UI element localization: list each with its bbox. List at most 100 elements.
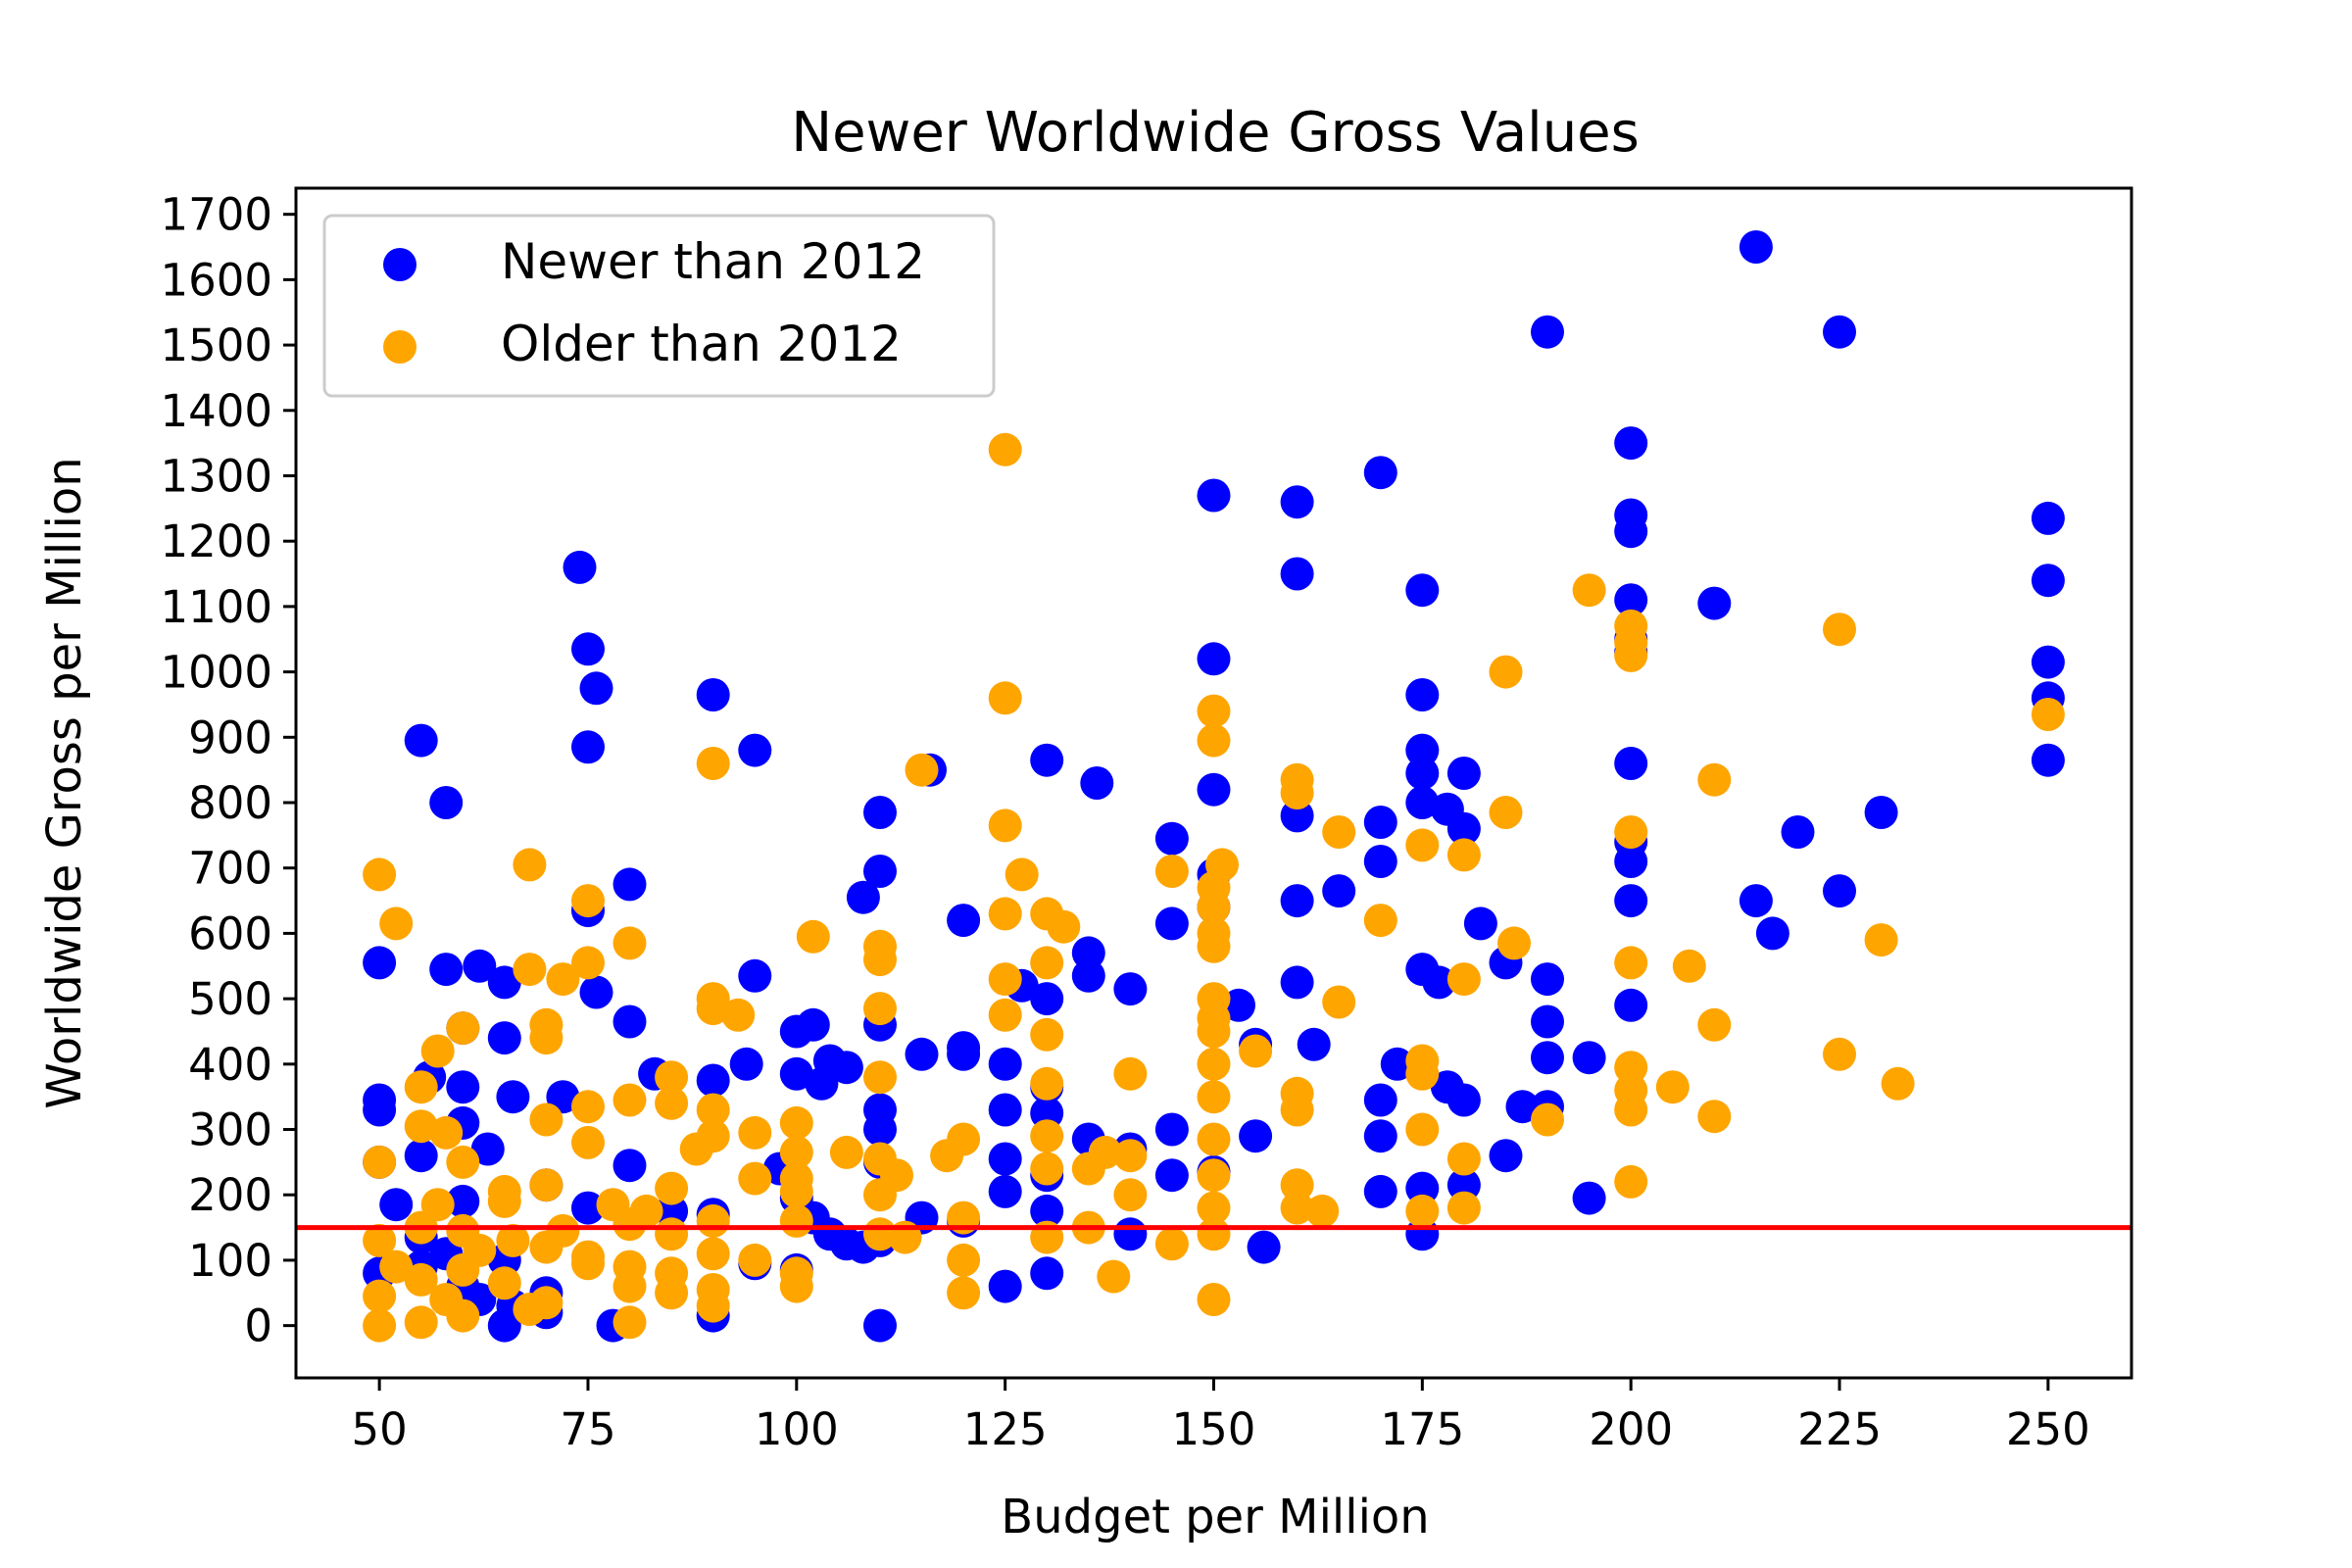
data-point-series-1-135	[612, 1207, 647, 1242]
data-point-series-1-11	[696, 747, 730, 780]
data-point-series-1-108	[1446, 1142, 1481, 1176]
y-tick-label-1700: 1700	[160, 189, 272, 241]
data-point-series-0-62	[1154, 906, 1189, 941]
y-axis-ticks: 0 100 200 300 400 500 600 700 800 900 1000 1100 1200…	[160, 189, 296, 1352]
data-point-series-0-156	[1030, 1194, 1064, 1228]
data-point-series-0-12	[2031, 564, 2065, 598]
data-point-series-1-178	[571, 1240, 605, 1274]
data-point-series-1-141	[655, 1217, 689, 1251]
data-point-series-1-21	[1446, 838, 1481, 872]
data-point-series-1-89	[1531, 1102, 1564, 1137]
data-point-series-1-40	[796, 919, 830, 954]
data-point-series-1-67	[1823, 1037, 1856, 1071]
data-point-series-0-141	[1363, 1174, 1397, 1208]
data-point-series-1-162	[487, 1266, 521, 1300]
y-tick-label-1000: 1000	[160, 647, 272, 699]
data-point-series-0-3	[1614, 426, 1648, 461]
data-point-series-0-74	[1071, 958, 1105, 993]
data-point-series-0-15	[1697, 586, 1732, 620]
data-point-series-1-39	[1197, 929, 1231, 963]
data-point-series-1-172	[513, 1293, 547, 1326]
data-point-series-1-120	[1280, 1168, 1314, 1202]
data-point-series-1-56	[721, 998, 756, 1032]
data-point-series-1-87	[1280, 1093, 1314, 1127]
data-point-series-1-16	[1489, 796, 1523, 829]
x-tick-label-150: 150	[1172, 1403, 1256, 1455]
x-tick-label-100: 100	[755, 1403, 839, 1455]
data-point-series-1-88	[1697, 1100, 1732, 1134]
data-point-series-1-70	[1614, 1051, 1648, 1085]
data-point-series-1-163	[612, 1269, 647, 1303]
data-point-series-1-37	[1497, 926, 1531, 960]
data-point-series-1-75	[1881, 1066, 1915, 1101]
data-point-series-1-174	[404, 1305, 438, 1340]
x-tick-label-200: 200	[1589, 1403, 1673, 1455]
data-point-series-0-63	[1463, 906, 1497, 941]
data-point-series-1-118	[655, 1171, 689, 1205]
data-point-series-1-131	[1197, 1191, 1231, 1225]
data-point-series-0-25	[571, 730, 605, 764]
data-point-series-1-85	[1614, 1093, 1648, 1127]
data-point-series-1-42	[863, 943, 897, 977]
data-point-series-0-73	[487, 965, 521, 1000]
data-point-series-0-58	[1280, 884, 1314, 918]
data-point-series-1-6	[1489, 655, 1523, 689]
data-point-series-1-109	[446, 1145, 480, 1179]
data-point-series-1-152	[738, 1243, 772, 1277]
data-point-series-0-68	[363, 946, 397, 980]
data-point-series-0-96	[1572, 1041, 1606, 1075]
data-point-series-0-65	[1071, 936, 1105, 970]
data-point-series-1-60	[1697, 1007, 1732, 1042]
data-point-series-0-113	[1363, 1083, 1397, 1117]
data-point-series-1-47	[513, 953, 547, 987]
data-point-series-1-62	[529, 1021, 564, 1055]
data-point-series-1-90	[529, 1102, 564, 1137]
chart-title: Newer Worldwide Gross Values	[791, 101, 1640, 165]
data-point-series-1-166	[947, 1276, 981, 1310]
data-point-series-1-65	[420, 1034, 455, 1068]
data-point-series-0-45	[1781, 815, 1815, 849]
data-point-series-1-10	[1197, 723, 1231, 758]
data-point-series-1-175	[363, 1308, 397, 1343]
x-tick-label-225: 225	[1797, 1403, 1882, 1455]
data-point-series-0-31	[1614, 747, 1648, 780]
data-point-series-1-170	[1197, 1283, 1231, 1316]
data-point-series-1-43	[571, 946, 605, 980]
data-point-series-1-137	[779, 1203, 813, 1238]
data-point-series-0-83	[612, 1004, 647, 1039]
data-point-series-0-143	[988, 1174, 1022, 1208]
data-point-series-0-50	[863, 855, 897, 888]
data-point-series-1-125	[487, 1184, 521, 1218]
data-point-series-0-67	[463, 949, 497, 983]
data-point-series-1-81	[404, 1070, 438, 1104]
data-point-series-1-86	[696, 1093, 730, 1127]
data-point-series-1-117	[529, 1168, 564, 1202]
x-tick-label-250: 250	[2006, 1403, 2090, 1455]
data-point-series-0-26	[738, 733, 772, 767]
data-point-series-1-15	[1280, 776, 1314, 809]
data-point-series-1-132	[1405, 1194, 1440, 1228]
data-point-series-1-130	[1305, 1194, 1340, 1228]
data-point-series-1-122	[779, 1174, 813, 1208]
data-point-series-0-133	[612, 1149, 647, 1183]
data-point-series-0-82	[1614, 988, 1648, 1022]
scatter-points	[363, 230, 2065, 1343]
data-point-series-1-66	[1239, 1034, 1273, 1068]
data-point-series-0-104	[805, 1066, 839, 1101]
data-point-series-0-101	[1380, 1047, 1414, 1081]
data-point-series-1-69	[1197, 1047, 1231, 1081]
data-point-series-1-95	[738, 1115, 772, 1150]
data-point-series-0-61	[947, 904, 981, 938]
data-point-series-0-10	[563, 550, 597, 584]
data-point-series-0-88	[779, 1014, 813, 1049]
data-point-series-1-76	[1655, 1070, 1690, 1104]
data-point-series-1-179	[463, 1233, 497, 1267]
data-point-series-0-140	[1405, 1171, 1440, 1205]
data-point-series-0-78	[1030, 982, 1064, 1016]
data-point-series-1-111	[1030, 1152, 1064, 1186]
data-point-series-0-5	[1197, 478, 1231, 513]
data-point-series-0-8	[2031, 501, 2065, 535]
data-point-series-0-80	[1531, 962, 1564, 997]
data-point-series-0-106	[446, 1070, 480, 1104]
